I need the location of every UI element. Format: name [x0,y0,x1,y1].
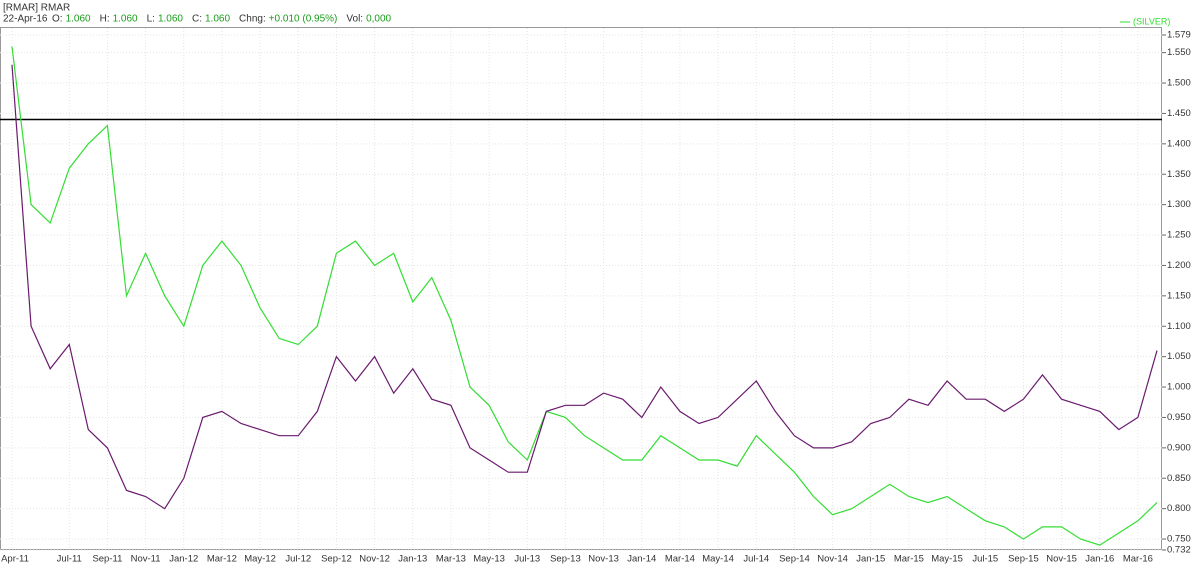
x-tick-label: Jan-15 [856,554,885,565]
x-tick-label: Jul-11 [57,554,82,565]
y-tick-label: 0.800 [1167,503,1191,514]
x-tick-label: Jan-13 [398,554,427,565]
x-tick-label: May-12 [244,554,276,565]
y-tick-label: 1.100 [1167,321,1191,332]
symbol: [RMAR] RMAR [3,3,70,14]
legend-label: (SILVER) [1133,16,1170,26]
field-value: 0,000 [366,14,391,25]
field-label: H: [100,14,110,25]
x-tick-label: Sep-11 [92,554,122,565]
series-line [11,64,1158,510]
x-tick-label: Sep-14 [779,554,810,565]
y-tick-label: 0.900 [1167,442,1191,453]
field-label: C: [192,14,202,25]
x-tick-label: May-15 [931,554,963,565]
y-tick-label: 1.579 [1167,30,1191,41]
x-tick-label: Mar-13 [436,554,466,565]
x-tick-label: Mar-14 [665,554,695,565]
field-label: L: [147,14,155,25]
x-tick-label: Jan-12 [169,554,198,565]
y-tick-label: 1.550 [1167,47,1191,58]
y-tick-label: 0.750 [1167,534,1191,545]
x-tick-label: Nov-14 [817,554,848,565]
y-tick-label: 0.850 [1167,473,1191,484]
x-tick-label: Sep-12 [321,554,352,565]
x-tick-label: Jul-14 [743,554,769,565]
y-tick-label: 1.500 [1167,78,1191,89]
field-label: Chng: [239,14,266,25]
y-tick-label: 1.050 [1167,351,1191,362]
x-tick-label: Nov-13 [588,554,619,565]
y-tick-label: 1.200 [1167,260,1191,271]
x-tick-label: Apr-11 [1,554,29,565]
field-value: 1.060 [66,14,91,25]
x-tick-label: Mar-12 [207,554,237,565]
field-value: +0.010 (0.95%) [269,14,338,25]
x-tick-label: Mar-15 [894,554,924,565]
x-tick-label: Sep-15 [1008,554,1039,565]
date: 22-Apr-16 [3,14,48,25]
y-tick-label: 1.250 [1167,230,1191,241]
x-tick-label: Mar-16 [1123,554,1153,565]
y-tick-label: 1.300 [1167,199,1191,210]
field-label: Vol: [346,14,363,25]
x-tick-label: Jul-12 [285,554,311,565]
y-tick-label: 1.000 [1167,382,1191,393]
y-tick-label: 0.732 [1167,545,1191,556]
field-label: O: [52,14,63,25]
x-tick-label: Jan-14 [627,554,656,565]
x-tick-label: Nov-15 [1046,554,1077,565]
x-tick-label: Sep-13 [550,554,581,565]
x-tick-label: Jul-15 [972,554,998,565]
field-value: 1.060 [158,14,183,25]
x-tick-label: Nov-12 [359,554,390,565]
x-tick-label: May-14 [702,554,734,565]
plot-frame [0,27,1162,550]
x-tick-label: Nov-11 [131,554,161,565]
y-tick-label: 0.950 [1167,412,1191,423]
y-tick-label: 1.150 [1167,290,1191,301]
x-tick-label: Jan-16 [1085,554,1114,565]
field-value: 1.060 [113,14,138,25]
y-tick-label: 1.450 [1167,108,1191,119]
series-line [11,46,1158,546]
y-tick-label: 1.400 [1167,138,1191,149]
x-tick-label: May-13 [473,554,505,565]
x-tick-label: Jul-13 [514,554,540,565]
y-tick-label: 1.350 [1167,169,1191,180]
field-value: 1.060 [205,14,230,25]
